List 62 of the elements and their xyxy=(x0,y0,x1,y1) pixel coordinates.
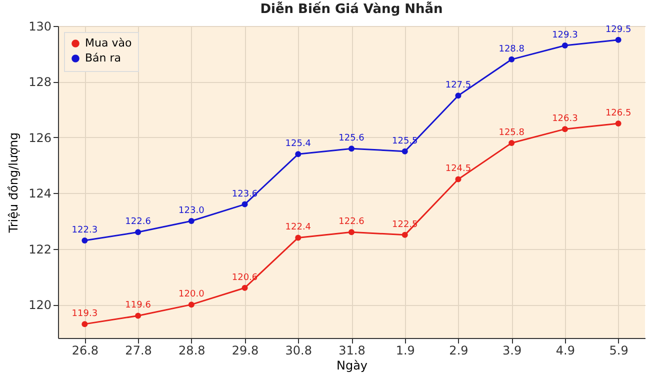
data-label: 123.0 xyxy=(178,206,205,216)
legend-label: Bán ra xyxy=(85,52,122,64)
data-label: 128.8 xyxy=(498,44,525,54)
point xyxy=(295,234,302,241)
data-label: 119.6 xyxy=(125,300,152,311)
data-label: 122.3 xyxy=(72,226,98,236)
point xyxy=(615,120,622,126)
data-label: 127.5 xyxy=(445,80,472,91)
point xyxy=(135,312,142,319)
point xyxy=(295,151,302,158)
x-tick-label: 3.9 xyxy=(502,344,522,358)
data-label: 125.8 xyxy=(498,128,525,138)
point xyxy=(508,140,515,146)
x-tick-label: 1.9 xyxy=(396,344,415,358)
y-tick-label: 122 xyxy=(28,242,52,256)
x-tick-label: 27.8 xyxy=(125,344,152,358)
x-tick-label: 5.9 xyxy=(609,344,628,358)
point xyxy=(562,126,568,132)
point xyxy=(455,92,462,99)
data-label: 124.5 xyxy=(445,164,472,174)
y-tick-label: 120 xyxy=(28,298,52,312)
data-label: 122.6 xyxy=(125,217,152,228)
x-tick-label: 29.8 xyxy=(232,344,259,358)
data-label: 120.0 xyxy=(178,290,205,300)
point xyxy=(508,56,515,62)
x-tick-label: 4.9 xyxy=(556,344,575,358)
point xyxy=(242,284,248,291)
point xyxy=(188,218,194,224)
point xyxy=(82,321,88,328)
y-tick-label: 128 xyxy=(28,75,52,90)
data-label: 122.6 xyxy=(338,217,365,228)
data-label: 125.4 xyxy=(285,139,312,150)
data-label: 129.5 xyxy=(605,24,632,35)
point xyxy=(402,232,408,238)
point xyxy=(82,238,88,244)
point xyxy=(455,176,462,182)
data-label: 125.6 xyxy=(338,134,365,144)
legend-label: Mua vào xyxy=(85,36,132,50)
data-label: 122.4 xyxy=(285,222,312,233)
x-tick-label: 30.8 xyxy=(285,344,312,358)
y-tick-label: 130 xyxy=(28,20,52,34)
point xyxy=(562,42,568,48)
data-label: 126.3 xyxy=(552,114,578,124)
point xyxy=(348,146,354,152)
chart-title: Diễn Biến Giá Vàng Nhẫn xyxy=(260,1,443,17)
data-label: 129.3 xyxy=(552,30,578,40)
data-label: 126.5 xyxy=(605,108,632,118)
point xyxy=(242,201,248,208)
point xyxy=(188,302,194,308)
x-tick-label: 2.9 xyxy=(449,344,468,358)
y-tick-label: 126 xyxy=(28,130,52,145)
x-tick-label: 26.8 xyxy=(72,344,99,358)
point xyxy=(135,229,142,236)
point xyxy=(348,229,354,236)
y-axis-title: Triệu đồng/lượng xyxy=(6,132,21,234)
point xyxy=(615,36,622,43)
data-label: 119.3 xyxy=(72,309,98,320)
x-tick-label: 31.8 xyxy=(338,344,366,358)
x-tick-label: 28.8 xyxy=(178,344,206,358)
y-tick-label: 124 xyxy=(28,186,52,201)
point xyxy=(402,148,408,154)
x-axis-title: Ngày xyxy=(336,358,368,372)
